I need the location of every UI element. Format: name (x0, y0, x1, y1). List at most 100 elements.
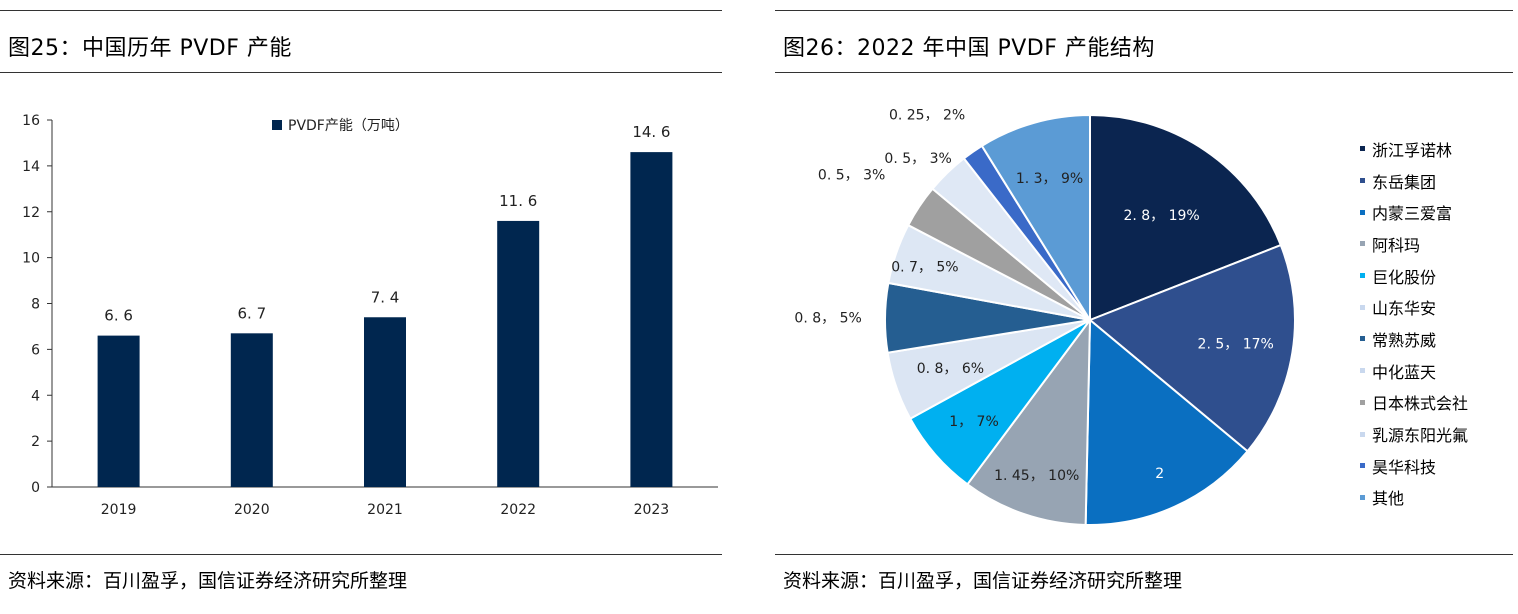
legend-swatch (1360, 336, 1365, 342)
slice-label-山东华安: 0. 8， 6% (917, 361, 984, 377)
bar-2023 (630, 152, 673, 488)
data-label-2023: 14. 6 (632, 123, 670, 141)
x-axis: 2019 2020 2021 2022 2023 (52, 486, 718, 518)
legend-swatch (1360, 241, 1365, 247)
slice-label-巨化股份: 1， 7% (949, 414, 999, 430)
pie-chart: 2. 8， 19% 2. 5， 17% 2 1. 45， 10% 1， 7% 0. 8， … (794, 108, 1296, 526)
legend-label: PVDF产能（万吨） (288, 118, 409, 134)
slice-label-其他: 1. 3， 9% (1016, 171, 1083, 187)
y-tick-label: 12 (22, 205, 40, 221)
x-tick-label: 2019 (101, 502, 137, 518)
data-label-2020: 6. 7 (237, 304, 266, 322)
legend-label: 浙江孚诺林 (1372, 140, 1453, 160)
pie-legend: 浙江孚诺林东岳集团内蒙三爱富阿科玛巨化股份山东华安常熟苏威中化蓝天日本株式会社乳… (1360, 133, 1468, 513)
bottom-rule (775, 554, 1513, 555)
legend-swatch (1360, 178, 1365, 184)
slice-label-昊华科技: 0. 25， 2% (889, 108, 965, 124)
pie-slices (884, 113, 1296, 526)
top-rule (0, 10, 722, 11)
y-tick-label: 0 (31, 480, 40, 496)
bar-2019 (97, 335, 140, 487)
slice-label-内蒙三爱富: 2 (1155, 466, 1164, 482)
legend-label: 内蒙三爱富 (1372, 204, 1453, 224)
bar-2022 (497, 220, 540, 488)
y-axis: 0 2 4 6 8 10 12 14 16 (22, 113, 53, 496)
legend-item: 东岳集团 (1360, 165, 1468, 197)
data-label-2019: 6. 6 (104, 307, 133, 325)
legend-item: 其他 (1360, 482, 1468, 514)
top-rule (775, 10, 1513, 11)
legend-item: 日本株式会社 (1360, 387, 1468, 419)
pie-labels: 2. 8， 19% 2. 5， 17% 2 1. 45， 10% 1， 7% 0. 8， … (794, 108, 1273, 485)
title-rule (0, 72, 722, 73)
x-tick-label: 2021 (367, 502, 403, 518)
legend-label: 巨化股份 (1372, 267, 1437, 287)
legend-item: 内蒙三爱富 (1360, 196, 1468, 228)
slice-内蒙三爱富 (1084, 317, 1249, 526)
legend-swatch (1360, 463, 1365, 469)
x-tick-label: 2020 (234, 502, 270, 518)
y-tick-label: 6 (31, 342, 40, 358)
figure-26-panel: 图26：2022 年中国 PVDF 产能结构 2. 8， 19% 2. 5， 17… (775, 0, 1518, 614)
legend-label: 乳源东阳光氟 (1372, 426, 1469, 446)
legend-swatch (1360, 273, 1365, 279)
bottom-rule (0, 554, 722, 555)
legend-swatch (1360, 146, 1365, 152)
slice-其他 (980, 113, 1091, 324)
legend-label: 常熟苏威 (1372, 330, 1437, 350)
y-tick-label: 2 (31, 434, 40, 450)
legend-label: 日本株式会社 (1372, 394, 1469, 414)
figure-25-panel: 图25：中国历年 PVDF 产能 0 2 4 6 8 10 12 14 16 2019 2020 2… (0, 0, 725, 614)
legend-item: 山东华安 (1360, 291, 1468, 323)
legend-swatch (1360, 399, 1365, 405)
slice-label-阿科玛: 1. 45， 10% (994, 468, 1079, 484)
slice-label-乳源东阳光氟: 0. 5， 3% (884, 151, 951, 167)
slice-阿科玛 (965, 316, 1092, 526)
legend-item: 中化蓝天 (1360, 355, 1468, 387)
y-tick-label: 14 (22, 159, 40, 175)
legend-item: 巨化股份 (1360, 260, 1468, 292)
legend-item: 昊华科技 (1360, 450, 1468, 482)
y-tick-label: 8 (31, 297, 40, 313)
slice-label-浙江孚诺林: 2. 8， 19% (1123, 208, 1199, 224)
legend-swatch (1360, 209, 1365, 215)
y-tick-label: 4 (31, 388, 40, 404)
legend-label: 阿科玛 (1372, 235, 1421, 255)
bar-2021 (364, 317, 406, 487)
y-tick-label: 10 (22, 251, 40, 267)
legend-swatch (1360, 431, 1365, 437)
slice-label-日本株式会社: 0. 5， 3% (818, 168, 885, 184)
bar-2020 (230, 333, 273, 487)
legend-swatch (1360, 494, 1365, 500)
legend-item: 阿科玛 (1360, 228, 1468, 260)
figure-25-source: 资料来源：百川盈孚，国信证券经济研究所整理 (8, 570, 408, 592)
slice-label-中化蓝天: 0. 7， 5% (891, 260, 958, 276)
legend-label: 中化蓝天 (1372, 362, 1437, 382)
legend-swatch (1360, 304, 1365, 310)
slice-label-常熟苏威: 0. 8， 5% (794, 310, 861, 326)
x-tick-label: 2022 (500, 502, 536, 518)
figure-25-title: 图25：中国历年 PVDF 产能 (8, 36, 292, 61)
y-tick-label: 16 (22, 113, 40, 129)
legend-item: 浙江孚诺林 (1360, 133, 1468, 165)
slice-东岳集团 (1088, 243, 1296, 453)
legend-item: 常熟苏威 (1360, 323, 1468, 355)
slice-label-东岳集团: 2. 5， 17% (1198, 337, 1274, 353)
legend-item: 乳源东阳光氟 (1360, 418, 1468, 450)
legend-label: 昊华科技 (1372, 457, 1437, 477)
legend-label: 山东华安 (1372, 299, 1437, 319)
slice-浙江孚诺林 (1089, 113, 1283, 322)
figure-26-source: 资料来源：百川盈孚，国信证券经济研究所整理 (783, 570, 1183, 592)
legend-swatch (272, 120, 282, 130)
data-label-2021: 7. 4 (371, 288, 400, 306)
figure-26-title: 图26：2022 年中国 PVDF 产能结构 (783, 36, 1155, 61)
legend-swatch (1360, 368, 1365, 374)
bar-series: 6. 6 6. 7 7. 4 11. 6 14. 6 (97, 123, 673, 488)
title-rule (775, 72, 1513, 73)
legend-label: 其他 (1372, 489, 1405, 509)
x-tick-label: 2023 (634, 502, 670, 518)
bar-legend: PVDF产能（万吨） (272, 118, 409, 134)
data-label-2022: 11. 6 (499, 192, 537, 210)
legend-label: 东岳集团 (1372, 172, 1437, 192)
